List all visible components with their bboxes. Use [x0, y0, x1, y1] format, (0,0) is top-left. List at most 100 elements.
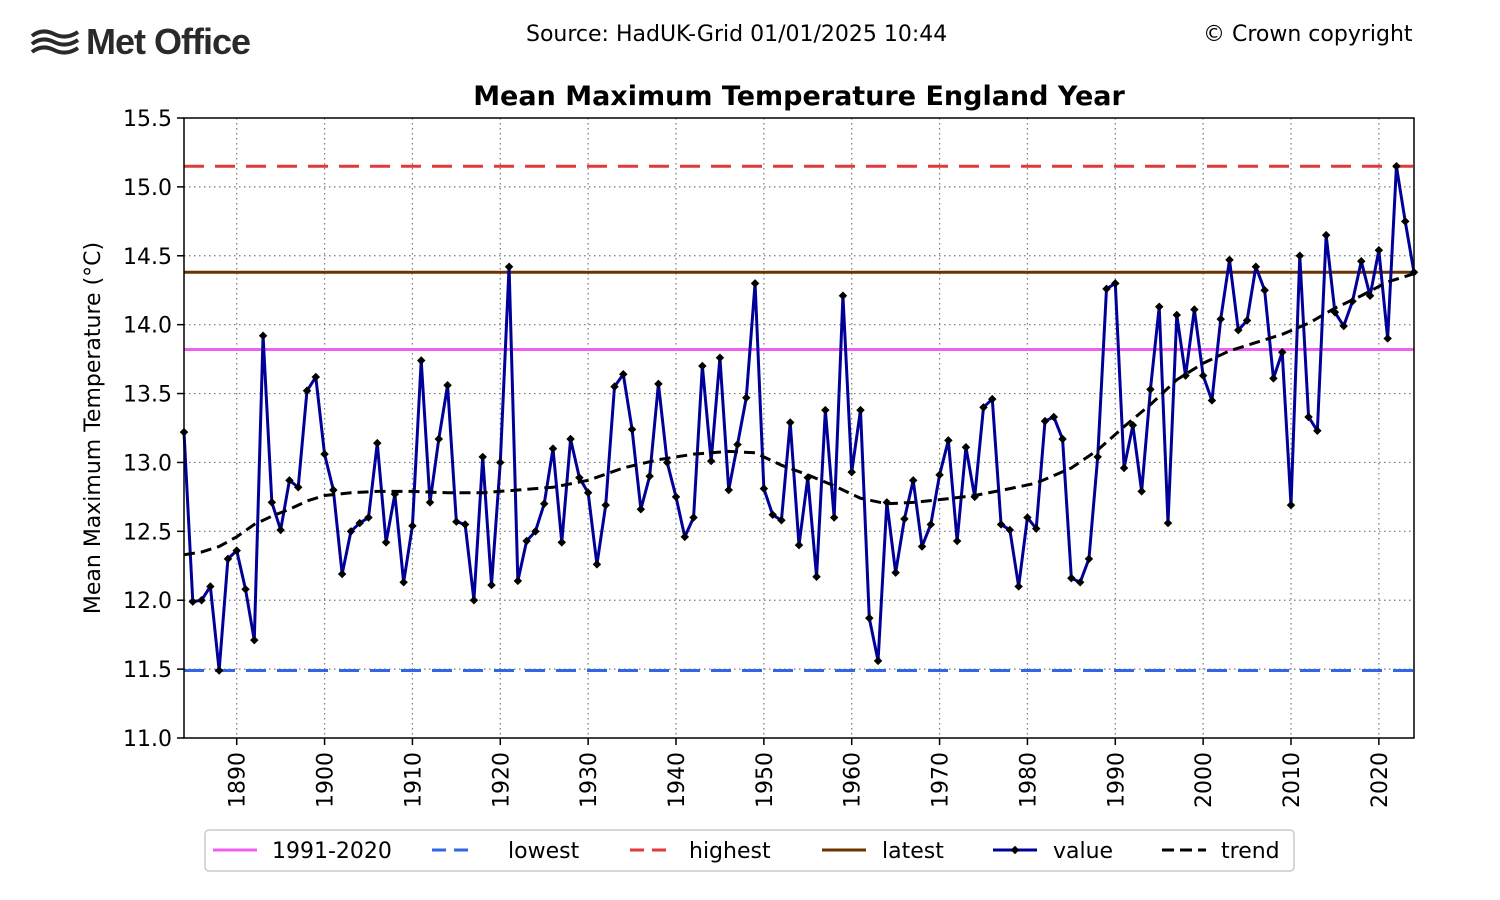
value-point: [908, 476, 918, 485]
y-tick-label: 15.0: [123, 176, 172, 201]
value-point: [408, 521, 417, 531]
value-point: [1111, 279, 1120, 288]
x-tick-label: 1940: [665, 752, 690, 808]
legend-1991-2020-label: 1991-2020: [272, 839, 392, 864]
value-point: [706, 456, 716, 466]
value-point: [1005, 525, 1015, 535]
value-point: [821, 405, 830, 415]
value-point: [636, 505, 646, 514]
value-point: [346, 527, 356, 536]
value-point: [601, 500, 610, 510]
value-point: [750, 279, 760, 288]
value-point: [917, 542, 927, 551]
value-point: [302, 386, 312, 396]
value-point: [355, 518, 364, 528]
value-point: [1058, 434, 1067, 444]
axes-frame: [183, 117, 1415, 739]
value-point: [443, 381, 452, 390]
value-point: [1014, 582, 1023, 591]
value-point: [759, 484, 769, 493]
value-point: [1277, 347, 1287, 357]
y-axis-label: Mean Maximum Temperature (°C): [81, 242, 106, 614]
x-tick-label: 1900: [314, 752, 339, 808]
y-tick-label: 11.5: [123, 658, 172, 683]
value-point: [1269, 374, 1278, 383]
logo-text: Met Office: [86, 21, 251, 62]
value-point: [952, 536, 962, 546]
plot-area: [184, 118, 1414, 738]
value-point: [1023, 513, 1032, 522]
value-point: [311, 372, 321, 382]
value-point: [575, 473, 584, 482]
value-point: [838, 291, 848, 300]
value-point: [1084, 554, 1094, 564]
value-point: [1207, 396, 1217, 405]
value-point: [1198, 371, 1208, 380]
value-point: [478, 452, 487, 462]
value-point: [1119, 463, 1129, 473]
value-point: [1146, 385, 1155, 394]
x-tick-label: 1990: [1104, 752, 1129, 808]
value-point: [583, 488, 593, 497]
value-point: [1190, 305, 1199, 314]
value-point: [487, 580, 496, 590]
y-tick-label: 12.0: [123, 589, 172, 614]
copyright-label: © Crown copyright: [1203, 22, 1413, 47]
value-point: [364, 513, 373, 522]
x-tick-label: 1980: [1016, 752, 1041, 808]
value-point: [425, 498, 435, 507]
value-point: [548, 444, 558, 453]
legend-value-marker: [1010, 845, 1020, 855]
value-point: [873, 656, 883, 666]
value-point: [1181, 371, 1190, 380]
legend-value-label: value: [1053, 839, 1113, 864]
y-tick-label: 14.0: [123, 314, 172, 339]
value-point: [794, 540, 804, 550]
value-point: [979, 403, 988, 412]
value-point: [829, 513, 839, 522]
value-point: [785, 418, 795, 427]
trend-series-line: [183, 272, 1415, 557]
legend-latest-label: latest: [882, 839, 944, 864]
legend-highest-label: highest: [689, 839, 771, 864]
value-point: [1075, 578, 1085, 587]
value-point: [1049, 412, 1059, 422]
value-point: [1339, 321, 1348, 331]
value-point: [1102, 284, 1111, 294]
value-point: [513, 576, 523, 586]
value-point: [1163, 518, 1173, 528]
value-point: [627, 425, 637, 434]
value-point: [329, 485, 338, 495]
x-tick-label: 2020: [1368, 752, 1393, 808]
source-label: Source: HadUK-Grid 01/01/2025 10:44: [526, 22, 948, 47]
x-tick-label: 1920: [489, 752, 514, 808]
value-point: [926, 520, 936, 529]
value-point: [276, 525, 285, 535]
met-office-logo: Met Office: [30, 21, 251, 62]
value-point: [961, 443, 971, 452]
value-point: [900, 514, 909, 524]
x-tick-label: 1960: [841, 752, 866, 808]
value-point: [1067, 573, 1076, 583]
value-point: [1286, 500, 1296, 510]
value-point: [1040, 416, 1050, 426]
value-point: [320, 449, 329, 459]
value-point: [452, 517, 461, 526]
value-point: [539, 499, 549, 509]
value-point: [557, 538, 567, 547]
value-point: [522, 536, 531, 546]
legend-lowest-label: lowest: [508, 839, 580, 864]
value-point: [434, 434, 444, 444]
value-point: [399, 578, 408, 587]
value-point: [856, 405, 865, 415]
value-point: [469, 595, 479, 605]
value-point: [258, 331, 268, 340]
value-point: [671, 492, 681, 502]
value-point: [891, 568, 900, 577]
value-point: [619, 370, 628, 379]
value-point: [1154, 302, 1164, 311]
value-point: [662, 458, 672, 467]
value-point: [381, 538, 391, 547]
x-tick-label: 1910: [401, 752, 426, 808]
